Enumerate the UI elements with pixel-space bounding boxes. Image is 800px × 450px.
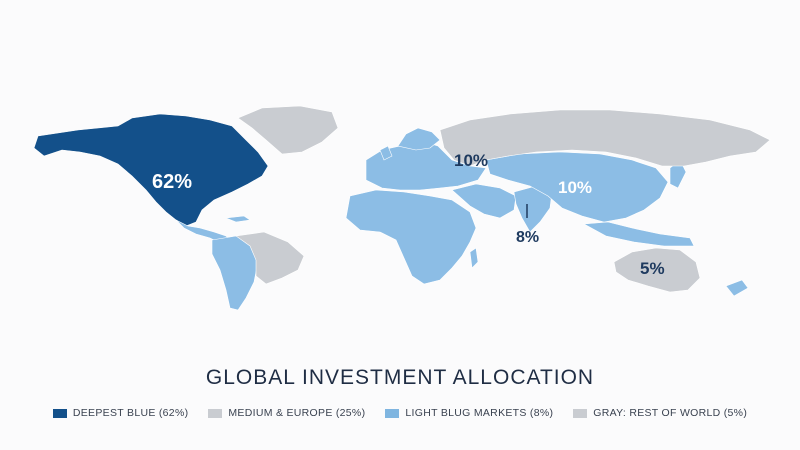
region-north-america bbox=[33, 113, 269, 227]
legend-swatch bbox=[208, 408, 223, 418]
label-australia: 5% bbox=[640, 259, 665, 278]
legend-swatch bbox=[52, 408, 67, 418]
region-south-america-east bbox=[235, 231, 305, 285]
legend-swatch bbox=[573, 408, 588, 418]
region-new-zealand bbox=[725, 279, 749, 297]
legend-item-gray: GRAY: REST OF WORLD (5%) bbox=[573, 407, 747, 419]
legend-label: MEDIUM & EUROPE (25%) bbox=[228, 407, 366, 419]
region-greenland bbox=[237, 105, 339, 155]
label-north-america: 62% bbox=[152, 171, 192, 193]
chart-title: GLOBAL INVESTMENT ALLOCATION bbox=[205, 366, 595, 389]
legend-swatch bbox=[385, 408, 400, 418]
legend-item-medium-europe: MEDIUM & EUROPE (25%) bbox=[208, 407, 365, 419]
legend: DEEPEST BLUE (62%) MEDIUM & EUROPE (25%)… bbox=[0, 407, 800, 419]
region-madagascar bbox=[469, 247, 479, 269]
region-middle-east bbox=[451, 183, 517, 219]
region-east-asia bbox=[485, 151, 669, 223]
legend-label: GRAY: REST OF WORLD (5%) bbox=[593, 407, 748, 419]
legend-item-deepest-blue: DEEPEST BLUE (62%) bbox=[52, 407, 189, 419]
legend-item-light-blue: LIGHT BLUG MARKETS (8%) bbox=[385, 407, 553, 419]
label-east-asia: 10% bbox=[558, 178, 592, 197]
region-australia bbox=[613, 247, 701, 293]
region-russia bbox=[439, 109, 771, 167]
legend-label: DEEPEST BLUE (62%) bbox=[72, 407, 189, 419]
region-caribbean bbox=[225, 215, 251, 223]
label-russia: 10% bbox=[454, 151, 488, 170]
region-africa bbox=[345, 189, 477, 285]
region-uk bbox=[379, 145, 393, 161]
region-scandinavia bbox=[397, 127, 441, 151]
world-map-svg: 62% 10% 10% 8% 5% bbox=[33, 105, 771, 311]
legend-label: LIGHT BLUG MARKETS (8%) bbox=[405, 407, 554, 419]
world-map: 62% 10% 10% 8% 5% bbox=[33, 105, 771, 311]
label-india: 8% bbox=[516, 229, 539, 246]
region-southeast-asia bbox=[582, 221, 695, 247]
